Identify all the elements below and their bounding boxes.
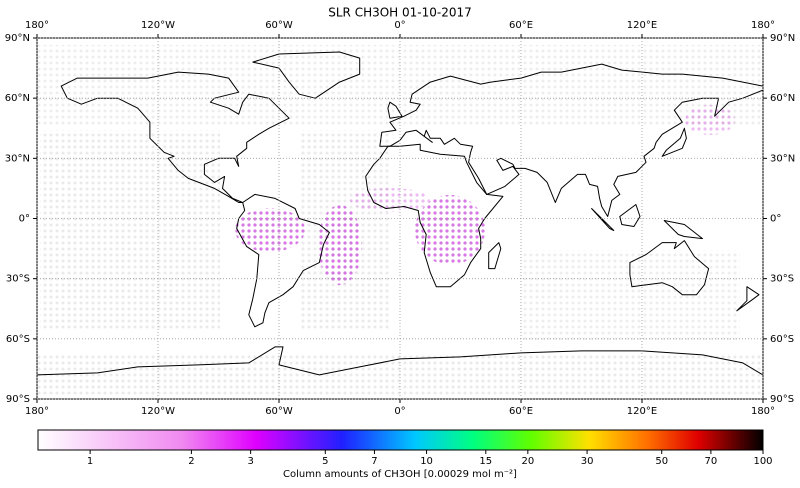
colorbar-tick-label: 2 [188, 456, 194, 467]
y-tick-label: 60°S [6, 334, 30, 345]
coastline [619, 204, 641, 227]
x-tick-label: 180° [25, 406, 49, 417]
y-tick-label: 30°N [5, 153, 30, 164]
colorbar-tick-label: 10 [420, 456, 433, 467]
colorbar-tick-label: 15 [479, 456, 492, 467]
x-tick-label: 180° [751, 20, 775, 31]
enhanced-region-texture [235, 105, 735, 285]
y-tick-label: 30°S [6, 274, 30, 285]
y-tick-label: 60°N [770, 93, 795, 104]
x-tick-label: 120°W [141, 20, 175, 31]
colorbar-tick-label: 3 [247, 456, 253, 467]
colorbar-tick-label: 30 [581, 456, 594, 467]
colorbar-tick-label: 70 [705, 456, 718, 467]
coastline [379, 63, 763, 217]
coastline [252, 51, 361, 99]
coastline [661, 127, 687, 157]
y-tick-label: 90°S [770, 394, 794, 405]
colorbar-tick-label: 5 [322, 456, 328, 467]
colorbar-tick-label: 100 [753, 456, 772, 467]
y-tick-label: 90°N [5, 33, 30, 44]
colorbar-tick-label: 7 [371, 456, 377, 467]
coastline [736, 286, 760, 312]
coastline [37, 346, 763, 376]
coastline [236, 193, 330, 328]
y-tick-label: 90°N [770, 33, 795, 44]
y-tick-label: 30°S [770, 274, 794, 285]
x-tick-label: 60°E [509, 20, 533, 31]
x-tick-label: 120°W [141, 406, 175, 417]
colorbar-tick-label: 20 [521, 456, 534, 467]
y-tick-label: 60°S [770, 334, 794, 345]
x-tick-label: 180° [25, 20, 49, 31]
colorbar-tick-label: 50 [655, 456, 668, 467]
y-tick-label: 0° [770, 214, 781, 225]
coastline [629, 240, 710, 296]
x-tick-label: 60°W [265, 406, 293, 417]
y-tick-label: 90°S [6, 394, 30, 405]
y-tick-label: 30°N [770, 153, 795, 164]
chart-title: SLR CH3OH 01-10-2017 [328, 6, 472, 20]
coastline [663, 220, 703, 240]
x-tick-label: 60°W [265, 20, 293, 31]
coastline [365, 143, 504, 288]
coastline [488, 242, 502, 270]
x-tick-label: 60°E [509, 406, 533, 417]
x-tick-label: 180° [751, 406, 775, 417]
colorbar [37, 429, 764, 451]
colorbar-tick-label: 1 [87, 456, 93, 467]
x-tick-label: 0° [394, 20, 405, 31]
y-tick-label: 0° [19, 214, 30, 225]
coastline [591, 208, 615, 231]
colorbar-label: Column amounts of CH3OH [0.00029 mol m⁻²… [283, 469, 517, 480]
x-tick-label: 120°E [627, 20, 657, 31]
y-tick-label: 60°N [5, 93, 30, 104]
x-tick-label: 0° [394, 406, 405, 417]
x-tick-label: 120°E [627, 406, 657, 417]
